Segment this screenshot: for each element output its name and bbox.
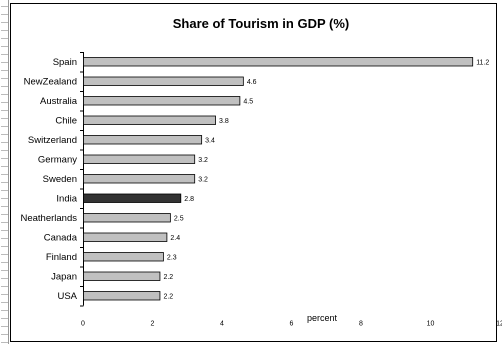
- data-label: 2.8: [184, 196, 194, 203]
- bar-japan: [83, 271, 161, 281]
- bar-australia: [83, 96, 241, 106]
- bar-sweden: [83, 174, 196, 184]
- x-tick-label: 6: [290, 321, 294, 328]
- category-label: Japan: [51, 272, 77, 283]
- data-label: 3.4: [205, 137, 215, 144]
- bar-neatherlands: [83, 213, 171, 223]
- category-label: Spain: [53, 57, 77, 68]
- bar-switzerland: [83, 135, 203, 145]
- x-axis-label: percent: [307, 313, 338, 323]
- bar-india: [83, 193, 182, 203]
- data-label: 3.8: [219, 118, 229, 125]
- bar-newzealand: [83, 76, 244, 86]
- category-label: Sweden: [43, 174, 77, 185]
- chart-title: Share of Tourism in GDP (%): [173, 16, 349, 31]
- category-label: Chile: [55, 116, 77, 127]
- category-label: India: [56, 194, 77, 205]
- category-label: Germany: [38, 155, 77, 166]
- bar-canada: [83, 232, 168, 242]
- category-label: Canada: [44, 233, 78, 244]
- data-label: 3.2: [198, 157, 208, 164]
- data-label: 2.3: [167, 254, 177, 261]
- category-label: USA: [57, 291, 77, 302]
- data-label: 11.2: [476, 59, 489, 66]
- bar-finland: [83, 252, 164, 262]
- bar-usa: [83, 291, 161, 301]
- data-label: 2.2: [163, 293, 173, 300]
- x-tick-label: 0: [81, 321, 85, 328]
- data-label: 2.2: [163, 274, 173, 281]
- x-tick-label: 2: [151, 321, 155, 328]
- x-tick-label: 10: [427, 321, 435, 328]
- category-label: Australia: [40, 96, 78, 107]
- x-tick-label: 8: [359, 321, 363, 328]
- category-label: Switzerland: [28, 135, 77, 146]
- x-tick-label: 12: [496, 321, 502, 328]
- bar-spain: [83, 57, 474, 67]
- x-tick-label: 4: [220, 321, 224, 328]
- data-label: 4.5: [243, 98, 253, 105]
- data-label: 2.5: [174, 215, 184, 222]
- data-label: 2.4: [170, 235, 180, 242]
- category-label: Neatherlands: [20, 213, 77, 224]
- page-edge-decoration: [1, 0, 9, 344]
- category-label: Finland: [46, 252, 77, 263]
- data-label: 4.6: [247, 79, 257, 86]
- bar-chile: [83, 115, 216, 125]
- category-label: NewZealand: [24, 77, 77, 88]
- plot-area: Spain 11.2 NewZealand 4.6 Australia 4.5 Chile 3…: [20, 52, 502, 328]
- bar-germany: [83, 154, 196, 164]
- data-label: 3.2: [198, 176, 208, 183]
